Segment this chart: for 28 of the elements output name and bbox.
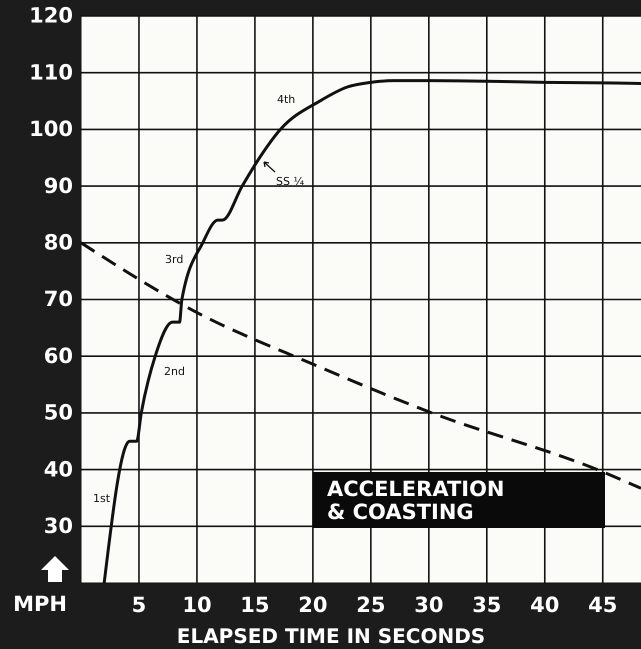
y-tick-label: 60 <box>44 344 73 368</box>
caption-box: ACCELERATION & COASTING <box>313 472 605 528</box>
x-axis-title: ELAPSED TIME IN SECONDS <box>176 624 486 648</box>
y-axis-title: MPH <box>13 592 67 616</box>
annotation: SS ¼ <box>276 175 304 188</box>
annotation: 3rd <box>165 253 184 266</box>
y-tick-label: 90 <box>44 174 73 198</box>
x-tick-label: 20 <box>298 592 328 617</box>
x-tick-label: 25 <box>356 592 386 617</box>
y-tick-label: 30 <box>44 514 73 538</box>
x-tick-label: 30 <box>414 592 444 617</box>
annotation: 2nd <box>164 365 185 378</box>
y-tick-label: 40 <box>44 457 73 482</box>
x-tick-label: 40 <box>530 592 560 617</box>
x-tick-label: 15 <box>240 592 270 617</box>
x-tick-label: 45 <box>588 592 618 617</box>
x-tick-label: 10 <box>182 592 212 617</box>
y-tick-label: 70 <box>44 287 73 312</box>
x-tick-label: 35 <box>472 592 502 617</box>
x-tick-label: 5 <box>132 592 146 617</box>
annotation: 1st <box>93 492 111 505</box>
y-tick-label: 110 <box>29 60 73 84</box>
annotation: 4th <box>277 93 296 106</box>
y-tick-label: 100 <box>29 117 73 142</box>
annotation: ACCELERATION & COASTING <box>327 477 505 524</box>
y-tick-label: 80 <box>44 230 73 255</box>
y-tick-label: 50 <box>44 400 73 425</box>
y-tick-label: 120 <box>29 4 73 28</box>
